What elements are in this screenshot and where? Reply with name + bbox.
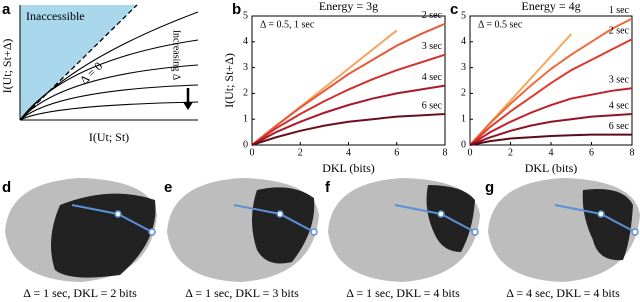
caption: Δ = 1 sec, DKL = 4 bits xyxy=(346,286,460,300)
y-tick-label: 1 xyxy=(461,113,466,124)
curves xyxy=(19,11,199,121)
curve xyxy=(19,101,199,121)
surface-panel: d Δ = 1 sec, DKL = 2 bits xyxy=(2,178,157,300)
y-tick-label: 5 xyxy=(243,10,248,21)
chart-title: Energy = 3g xyxy=(319,0,378,13)
x-tick-label: 2 xyxy=(298,147,303,158)
series-line xyxy=(469,87,633,146)
arrow-label: Increasing Δ xyxy=(171,30,182,81)
x-axis-label: DKL (bits) xyxy=(525,161,578,175)
y-tick-label: 4 xyxy=(461,36,466,47)
plot-frame xyxy=(469,15,633,146)
y-tick-label: 2 xyxy=(461,88,466,99)
y-tick-label: 4 xyxy=(243,36,248,47)
trajectory-point xyxy=(471,228,479,236)
y-tick-label: 1 xyxy=(243,113,248,124)
y-tick-label: 3 xyxy=(461,62,466,73)
region-label: Inaccessible xyxy=(26,9,85,23)
x-tick-label: 6 xyxy=(394,147,399,158)
series-label: Δ = 0.5 sec xyxy=(478,19,523,30)
panel-letter: e xyxy=(164,179,172,196)
y-axis-label: I(Ut; St+Δ) xyxy=(0,39,14,94)
state-region xyxy=(582,189,633,261)
series-line xyxy=(469,133,632,146)
series-label: Δ = 0.5, 1 sec xyxy=(260,19,315,30)
series-line xyxy=(469,17,633,146)
y-tick-label: 0 xyxy=(243,139,248,150)
y-tick-label: 5 xyxy=(461,10,466,21)
panel-a: a Inaccessible Δ = 0 Increasing Δ I(Ut; … xyxy=(0,1,199,144)
caption: Δ = 4 sec, DKL = 4 bits xyxy=(506,286,620,300)
surface-panel: e Δ = 1 sec, DKL = 3 bits xyxy=(164,178,319,300)
y-axis-label: I(Ut; St+Δ) xyxy=(222,53,236,108)
series-line xyxy=(469,113,633,146)
series-label: 4 sec xyxy=(422,72,443,83)
series-label: 4 sec xyxy=(609,100,630,111)
x-tick-label: 2 xyxy=(508,147,513,158)
x-axis-label: DKL (bits) xyxy=(322,161,375,175)
series-label: 2 sec xyxy=(609,26,630,37)
boundary-line xyxy=(19,4,138,121)
chart-title: Energy = 4g xyxy=(521,0,580,13)
x-tick-label: 0 xyxy=(468,147,473,158)
trajectory-point xyxy=(437,210,445,218)
boundary-label: Δ = 0 xyxy=(77,59,105,87)
series-label: 2 sec xyxy=(422,10,443,21)
x-tick-label: 8 xyxy=(443,147,448,158)
series-label: 6 sec xyxy=(422,100,443,111)
y-tick-label: 3 xyxy=(243,62,248,73)
series-line xyxy=(251,53,446,146)
x-tick-label: 8 xyxy=(630,147,635,158)
series-line xyxy=(251,113,446,146)
caption: Δ = 1 sec, DKL = 3 bits xyxy=(185,286,299,300)
trajectory-point xyxy=(276,210,284,218)
curve xyxy=(19,39,199,121)
arrow-head xyxy=(183,102,193,110)
trajectory-point xyxy=(597,210,605,218)
series-label: 1 sec xyxy=(609,5,630,16)
caption: Δ = 1 sec, DKL = 2 bits xyxy=(23,286,137,300)
series-line xyxy=(251,22,446,146)
trajectory-point xyxy=(148,228,156,236)
series-line xyxy=(469,38,633,146)
x-tick-label: 4 xyxy=(549,147,554,158)
y-tick-label: 0 xyxy=(461,139,466,150)
surface-panel: g Δ = 4 sec, DKL = 4 bits xyxy=(485,178,640,300)
x-tick-label: 4 xyxy=(346,147,351,158)
trajectory-point xyxy=(114,210,122,218)
x-tick-label: 0 xyxy=(250,147,255,158)
panel-letter: d xyxy=(2,179,11,196)
panel-letter: f xyxy=(325,179,331,196)
curve xyxy=(19,84,199,121)
panel-letter: c xyxy=(450,1,458,18)
series-label: 3 sec xyxy=(422,41,443,52)
curve xyxy=(19,64,199,121)
panel-letter: g xyxy=(485,179,494,196)
x-axis-label: I(Ut; St) xyxy=(89,130,129,144)
series-label: 6 sec xyxy=(609,121,630,132)
trajectory-point xyxy=(310,228,318,236)
state-region xyxy=(51,193,156,278)
state-region xyxy=(252,187,315,264)
panel-letter: a xyxy=(2,1,11,18)
surface-panel: f Δ = 1 sec, DKL = 4 bits xyxy=(325,178,480,300)
y-tick-label: 2 xyxy=(243,88,248,99)
series-line xyxy=(251,84,446,146)
trajectory-point xyxy=(631,228,639,236)
panel-letter: b xyxy=(232,1,241,18)
series-label: 3 sec xyxy=(609,75,630,86)
x-tick-label: 6 xyxy=(589,147,594,158)
